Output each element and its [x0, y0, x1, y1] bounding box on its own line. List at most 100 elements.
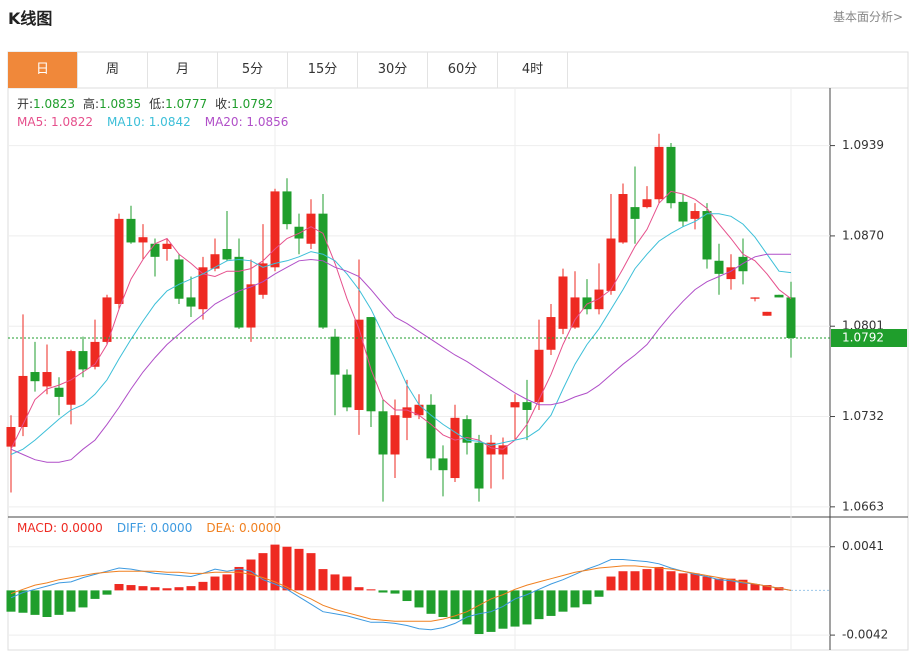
- macd-bar: [378, 590, 388, 593]
- last-price-box: [831, 328, 907, 347]
- tab[interactable]: 4时: [498, 52, 568, 88]
- candle-body: [714, 260, 724, 274]
- candle-body: [294, 226, 304, 239]
- macd-bar: [162, 588, 172, 591]
- macd-bar: [222, 574, 232, 591]
- macd-bar: [498, 590, 508, 629]
- macd-bar: [762, 585, 772, 591]
- candle-body: [774, 294, 784, 298]
- candle-body: [510, 402, 520, 408]
- macd-bar: [690, 573, 700, 591]
- ma-line: [10, 190, 792, 450]
- ohlc-info: 开:1.0823 高:1.0835 低:1.0777 收:1.0792: [17, 96, 273, 111]
- macd-bar: [18, 590, 28, 613]
- ohlc-label: 低:: [149, 97, 165, 111]
- macd-bar: [294, 548, 304, 591]
- candle-body: [30, 372, 40, 382]
- legend-entry: MA20: 1.0856: [205, 115, 289, 129]
- macd-bar: [258, 553, 268, 591]
- analysis-link[interactable]: 基本面分析>: [832, 10, 903, 24]
- candle-body: [786, 297, 796, 338]
- candle-body: [258, 263, 268, 295]
- macd-bar: [306, 553, 316, 591]
- y-tick-label: 1.0939: [842, 138, 884, 152]
- macd-bar: [342, 576, 352, 591]
- candle-body: [138, 237, 148, 243]
- candle-body: [282, 191, 292, 225]
- candle-body: [186, 297, 196, 307]
- macd-bar: [174, 587, 184, 591]
- candle-body: [162, 243, 172, 249]
- candle-body: [450, 417, 460, 479]
- macd-bar: [78, 590, 88, 608]
- y-tick-label: 1.0732: [842, 409, 884, 423]
- candle-body: [318, 213, 328, 328]
- frame: [7, 51, 909, 651]
- macd-bar: [666, 571, 676, 591]
- candle-body: [630, 207, 640, 219]
- candle-body: [678, 201, 688, 222]
- ohlc-label: 开:: [17, 97, 33, 111]
- candle-body: [558, 276, 568, 329]
- candle-body: [738, 256, 748, 272]
- tab[interactable]: 30分: [358, 52, 428, 88]
- candle-body: [486, 442, 496, 455]
- macd-bar: [642, 569, 652, 591]
- ohlc-label: 高:: [83, 96, 99, 111]
- candle-body: [90, 341, 100, 367]
- tab[interactable]: 月: [148, 52, 218, 88]
- macd-bar: [138, 586, 148, 591]
- macd-bar: [726, 578, 736, 591]
- last-price-label: 1.0792: [842, 330, 884, 344]
- tab[interactable]: 60分: [428, 52, 498, 88]
- macd-bar: [438, 590, 448, 617]
- tab[interactable]: 15分: [288, 52, 358, 88]
- legend-entry: DIFF: 0.0000: [117, 521, 193, 535]
- macd-bar: [738, 579, 748, 591]
- candle-body: [546, 317, 556, 350]
- macd-bar: [210, 576, 220, 591]
- candle-body: [642, 199, 652, 208]
- macd-bar: [654, 566, 664, 591]
- macd-bar: [570, 590, 580, 608]
- ma-line: [10, 253, 791, 463]
- candle-body: [150, 243, 160, 257]
- macd-bar: [90, 590, 100, 599]
- tab[interactable]: 周: [78, 52, 148, 88]
- candle-body: [750, 297, 760, 299]
- macd-bar: [246, 559, 256, 591]
- tab-bar: 日周月 5分 15分 30分 60分 4时: [8, 52, 568, 88]
- macd-bar: [606, 576, 616, 591]
- macd-bar: [594, 590, 604, 597]
- candle-body: [522, 402, 532, 410]
- candle-body: [474, 442, 484, 489]
- candle-body: [594, 289, 604, 310]
- macd-bar: [510, 590, 520, 627]
- macd-bar: [534, 590, 544, 620]
- candle-body: [390, 415, 400, 455]
- macd-bar: [198, 581, 208, 591]
- macd-bar: [630, 571, 640, 591]
- tab[interactable]: 日: [8, 52, 78, 88]
- candle-body: [426, 404, 436, 459]
- macd-bar: [6, 590, 16, 612]
- macd-bar: [318, 569, 328, 591]
- macd-bar: [414, 590, 424, 608]
- candle-body: [618, 194, 628, 243]
- candle-body: [174, 259, 184, 299]
- tab[interactable]: 5分: [218, 52, 288, 88]
- candle-body: [378, 411, 388, 455]
- y-tick-label: 1.0663: [842, 499, 884, 513]
- legend-entry: MA5: 1.0822: [17, 115, 93, 129]
- candle-body: [330, 336, 340, 375]
- macd-bar: [390, 590, 400, 594]
- candle-body: [702, 211, 712, 260]
- macd-bar: [522, 590, 532, 625]
- macd-legend: MACD: 0.0000 DIFF: 0.0000 DEA: 0.0000: [17, 521, 281, 535]
- candle-body: [246, 284, 256, 328]
- candle-body: [78, 351, 88, 370]
- candle-body: [66, 351, 76, 405]
- macd-bar: [714, 578, 724, 591]
- macd-bar: [462, 590, 472, 625]
